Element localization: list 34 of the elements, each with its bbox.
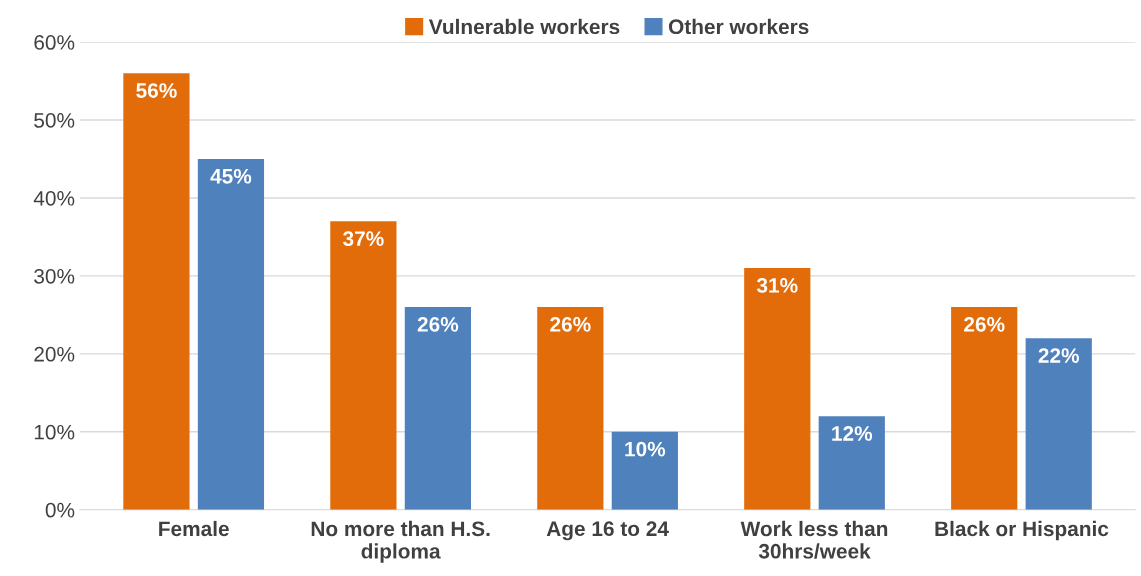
- bar: [330, 221, 397, 510]
- legend-label: Vulnerable workers: [428, 18, 620, 35]
- data-label: 31%: [756, 278, 798, 293]
- y-tick-label: 30%: [34, 268, 75, 284]
- legend-label: Other workers: [668, 18, 809, 35]
- bar: [744, 268, 811, 510]
- bar: [197, 158, 265, 510]
- data-label: 26%: [417, 316, 459, 332]
- data-label: 26%: [964, 316, 1005, 332]
- bar: [611, 431, 678, 510]
- data-label: 56%: [136, 83, 177, 98]
- y-tick-label: 10%: [34, 424, 75, 440]
- x-tick-label: No more than H.S. diploma: [311, 520, 490, 563]
- bar: [951, 307, 1018, 510]
- y-tick-label: 0%: [45, 502, 75, 518]
- bar: [818, 416, 885, 510]
- data-label: 26%: [550, 316, 591, 332]
- data-label: 22%: [1038, 348, 1080, 363]
- y-tick-label: 40%: [33, 190, 75, 206]
- bar: [1025, 338, 1092, 510]
- y-tick-label: 20%: [34, 346, 75, 362]
- data-label: 37%: [343, 231, 384, 247]
- x-tick-label: Black or Hispanic: [935, 520, 1109, 541]
- y-tick-label: 60%: [34, 35, 75, 50]
- data-label: 12%: [832, 426, 873, 441]
- y-tick-label: 50%: [34, 113, 75, 128]
- bar: [123, 73, 190, 510]
- bar: [404, 307, 471, 510]
- x-tick-label: Female: [159, 520, 229, 537]
- data-label: 10%: [625, 441, 666, 457]
- data-label: 45%: [210, 168, 252, 184]
- x-tick-label: Work less than 30hrs/week: [740, 520, 888, 559]
- x-tick-label: Age 16 to 24: [546, 521, 669, 541]
- bar: [537, 307, 604, 510]
